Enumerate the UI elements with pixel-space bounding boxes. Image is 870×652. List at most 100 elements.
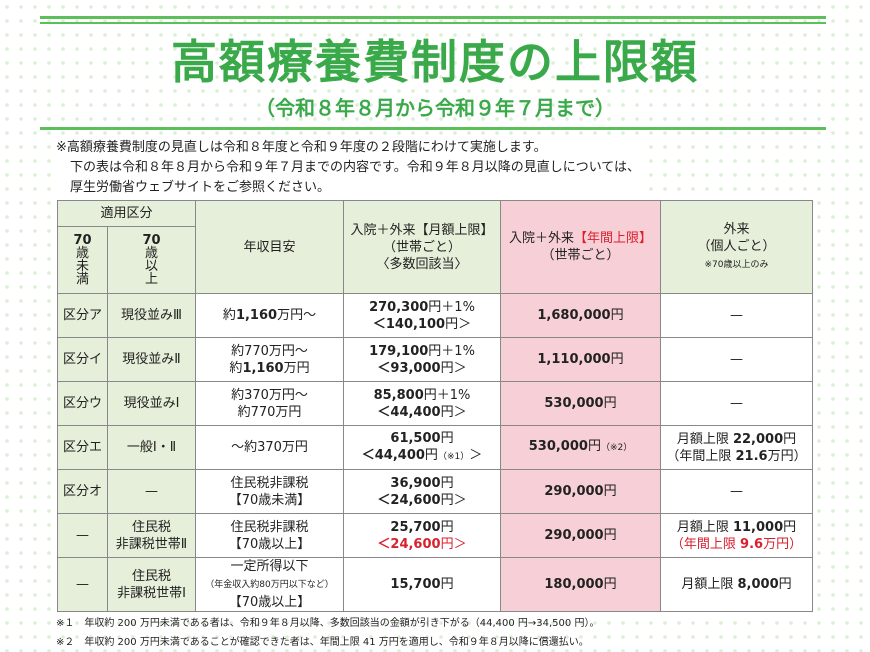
cell-text: （年金収入約80万円以下など） bbox=[205, 580, 334, 590]
table-cell: 179,100円＋1% ＜93,000円＞ bbox=[343, 337, 501, 382]
cell-text: 月額上限 bbox=[681, 577, 738, 592]
cell-text: 円 bbox=[440, 577, 454, 592]
cell-text: — bbox=[730, 308, 743, 323]
cell-text: 8,000 bbox=[737, 577, 779, 592]
cell-line: 270,300円＋1% bbox=[344, 299, 500, 316]
cell-line: 【70歳以上】 bbox=[196, 594, 343, 611]
cell-text: 月額上限 bbox=[676, 431, 733, 447]
cell-line: 530,000円 bbox=[501, 395, 660, 412]
note: 下の表は令和８年８月から令和９年７月までの内容です。令和９年８月以降の見直しにつ… bbox=[70, 160, 641, 175]
cell-line: 1,110,000円 bbox=[501, 351, 660, 368]
cell-line: 現役並みⅢ bbox=[108, 307, 195, 324]
cell-text: （世帯ごと） bbox=[382, 239, 461, 255]
cell-line: — bbox=[661, 307, 812, 324]
table-cell: — bbox=[660, 337, 813, 382]
cell-line: — bbox=[58, 527, 107, 544]
cell-text: 非課税世帯Ⅱ bbox=[115, 536, 188, 552]
cell-text: 上 bbox=[144, 272, 158, 287]
cell-text: 円＞ bbox=[440, 404, 467, 420]
table-cell: 住民税 非課税世帯Ⅰ bbox=[107, 557, 196, 612]
table-cell: 区分ア bbox=[57, 293, 108, 338]
cell-text: 179,100 bbox=[369, 343, 429, 359]
cell-line: 区分ウ bbox=[58, 395, 107, 412]
cell-line: 290,000円 bbox=[501, 483, 660, 500]
cell-text: 11,000 bbox=[732, 519, 784, 535]
cell-text: 一般Ⅰ・Ⅱ bbox=[126, 440, 177, 455]
cell-line: 約370万円〜 bbox=[196, 387, 343, 404]
cell-line: 70 bbox=[108, 234, 195, 247]
cell-text: 約770万円 bbox=[237, 404, 302, 420]
cell-text: 22,000 bbox=[732, 431, 784, 447]
cell-text: 円＋1% bbox=[428, 343, 475, 359]
cell-line: ＜44,400円＞ bbox=[344, 404, 500, 421]
cell-text: 180,000 bbox=[544, 577, 604, 592]
table-cell: 約370万円〜 約770万円 bbox=[195, 381, 344, 426]
table-cell: 一般Ⅰ・Ⅱ bbox=[107, 425, 196, 470]
cell-text: （※1） bbox=[437, 451, 470, 462]
cell-line: — bbox=[661, 351, 812, 368]
cell-line: 現役並みⅠ bbox=[108, 395, 195, 412]
cell-text: 一定所得以下 bbox=[230, 559, 309, 574]
cell-text: 円＞ bbox=[440, 360, 467, 376]
cell-line: 区分オ bbox=[58, 483, 107, 500]
cell-text: 以 bbox=[144, 259, 158, 274]
cell-text: 61,500 bbox=[390, 430, 441, 446]
cell-text: 万円） bbox=[763, 536, 803, 552]
cell-line: （年間上限 9.6万円） bbox=[661, 536, 812, 553]
cell-text: 円 bbox=[603, 577, 617, 592]
footnote: ※２ 年収約 200 万円未満であることが確認できた者は、年間上限 41 万円を… bbox=[56, 637, 589, 648]
table-cell: 25,700円 ＜24,600円＞ bbox=[343, 513, 501, 558]
cell-text: 円 bbox=[603, 396, 617, 411]
table-cell: 290,000円 bbox=[500, 513, 661, 558]
cell-line: 1,680,000円 bbox=[501, 307, 660, 324]
cell-line: 区分ア bbox=[58, 307, 107, 324]
cell-text: （年間上限 bbox=[666, 448, 736, 464]
cell-text: 〜約370万円 bbox=[231, 440, 308, 455]
cell-text: 入院＋外来【月額上限】 bbox=[350, 222, 494, 238]
table-cell: 61,500円 ＜44,400円（※1）＞ bbox=[343, 425, 501, 470]
cell-text: 非課税世帯Ⅰ bbox=[117, 585, 186, 601]
cell-text: 住民税 bbox=[131, 568, 171, 584]
table-cell: 区分オ bbox=[57, 469, 108, 514]
cell-line: 現役並みⅡ bbox=[108, 351, 195, 368]
cell-text: 区分オ bbox=[62, 484, 102, 499]
cell-line: ＜24,600円＞ bbox=[344, 536, 500, 553]
cell-line: 約770万円〜 bbox=[196, 343, 343, 360]
cell-line: （年金収入約80万円以下など） bbox=[196, 575, 343, 594]
cell-text: 住民税非課税 bbox=[230, 475, 309, 491]
note: ※高額療養費制度の見直しは令和８年度と令和９年度の２段階にわけて実施します。 bbox=[56, 140, 547, 155]
cell-text: 約370万円〜 bbox=[231, 387, 308, 403]
cell-line: 月額上限 11,000円 bbox=[661, 519, 812, 536]
cell-text: 住民税 bbox=[131, 519, 171, 535]
cell-text: 万円） bbox=[767, 448, 807, 464]
cell-line: ※70歳以上のみ bbox=[661, 255, 812, 274]
cell-text: ＜140,100 bbox=[372, 316, 446, 332]
cell-text: 円 bbox=[610, 352, 624, 367]
cell-text: 万円 bbox=[283, 360, 310, 376]
title: 高額療養費制度の上限額 bbox=[171, 35, 699, 89]
table-cell: 現役並みⅠ bbox=[107, 381, 196, 426]
cell-line: — bbox=[108, 483, 195, 500]
cell-text: 円 bbox=[440, 475, 454, 491]
header-cell: 70 歳未満 bbox=[57, 226, 108, 294]
table-cell: 月額上限 8,000円 bbox=[660, 557, 813, 612]
table-cell: 区分イ bbox=[57, 337, 108, 382]
cell-text: 円＞ bbox=[440, 536, 467, 552]
cell-text: 〈多数回該当〉 bbox=[376, 256, 468, 272]
cell-text: （年間上限 bbox=[670, 536, 741, 552]
cell-line: 満 bbox=[58, 273, 107, 286]
cell-text: 現役並みⅠ bbox=[123, 396, 180, 411]
cell-text: 適用区分 bbox=[100, 206, 153, 221]
note: 厚生労働省ウェブサイトをご参照ください。 bbox=[70, 180, 331, 195]
cell-text: 円＋1% bbox=[423, 387, 471, 403]
table-cell: 530,000円（※2） bbox=[500, 425, 661, 470]
cell-text: 25,700 bbox=[390, 519, 441, 535]
table-cell: 1,680,000円 bbox=[500, 293, 661, 338]
cell-line: 非課税世帯Ⅰ bbox=[108, 585, 195, 602]
cell-text: 円 bbox=[424, 447, 438, 463]
subtitle: （令和８年８月から令和９年７月まで） bbox=[255, 96, 615, 120]
cell-text: 530,000 bbox=[528, 439, 588, 454]
cell-line: 約770万円 bbox=[196, 404, 343, 421]
cell-text: 70 bbox=[142, 233, 161, 248]
cell-line: ＜44,400円（※1）＞ bbox=[344, 447, 500, 466]
